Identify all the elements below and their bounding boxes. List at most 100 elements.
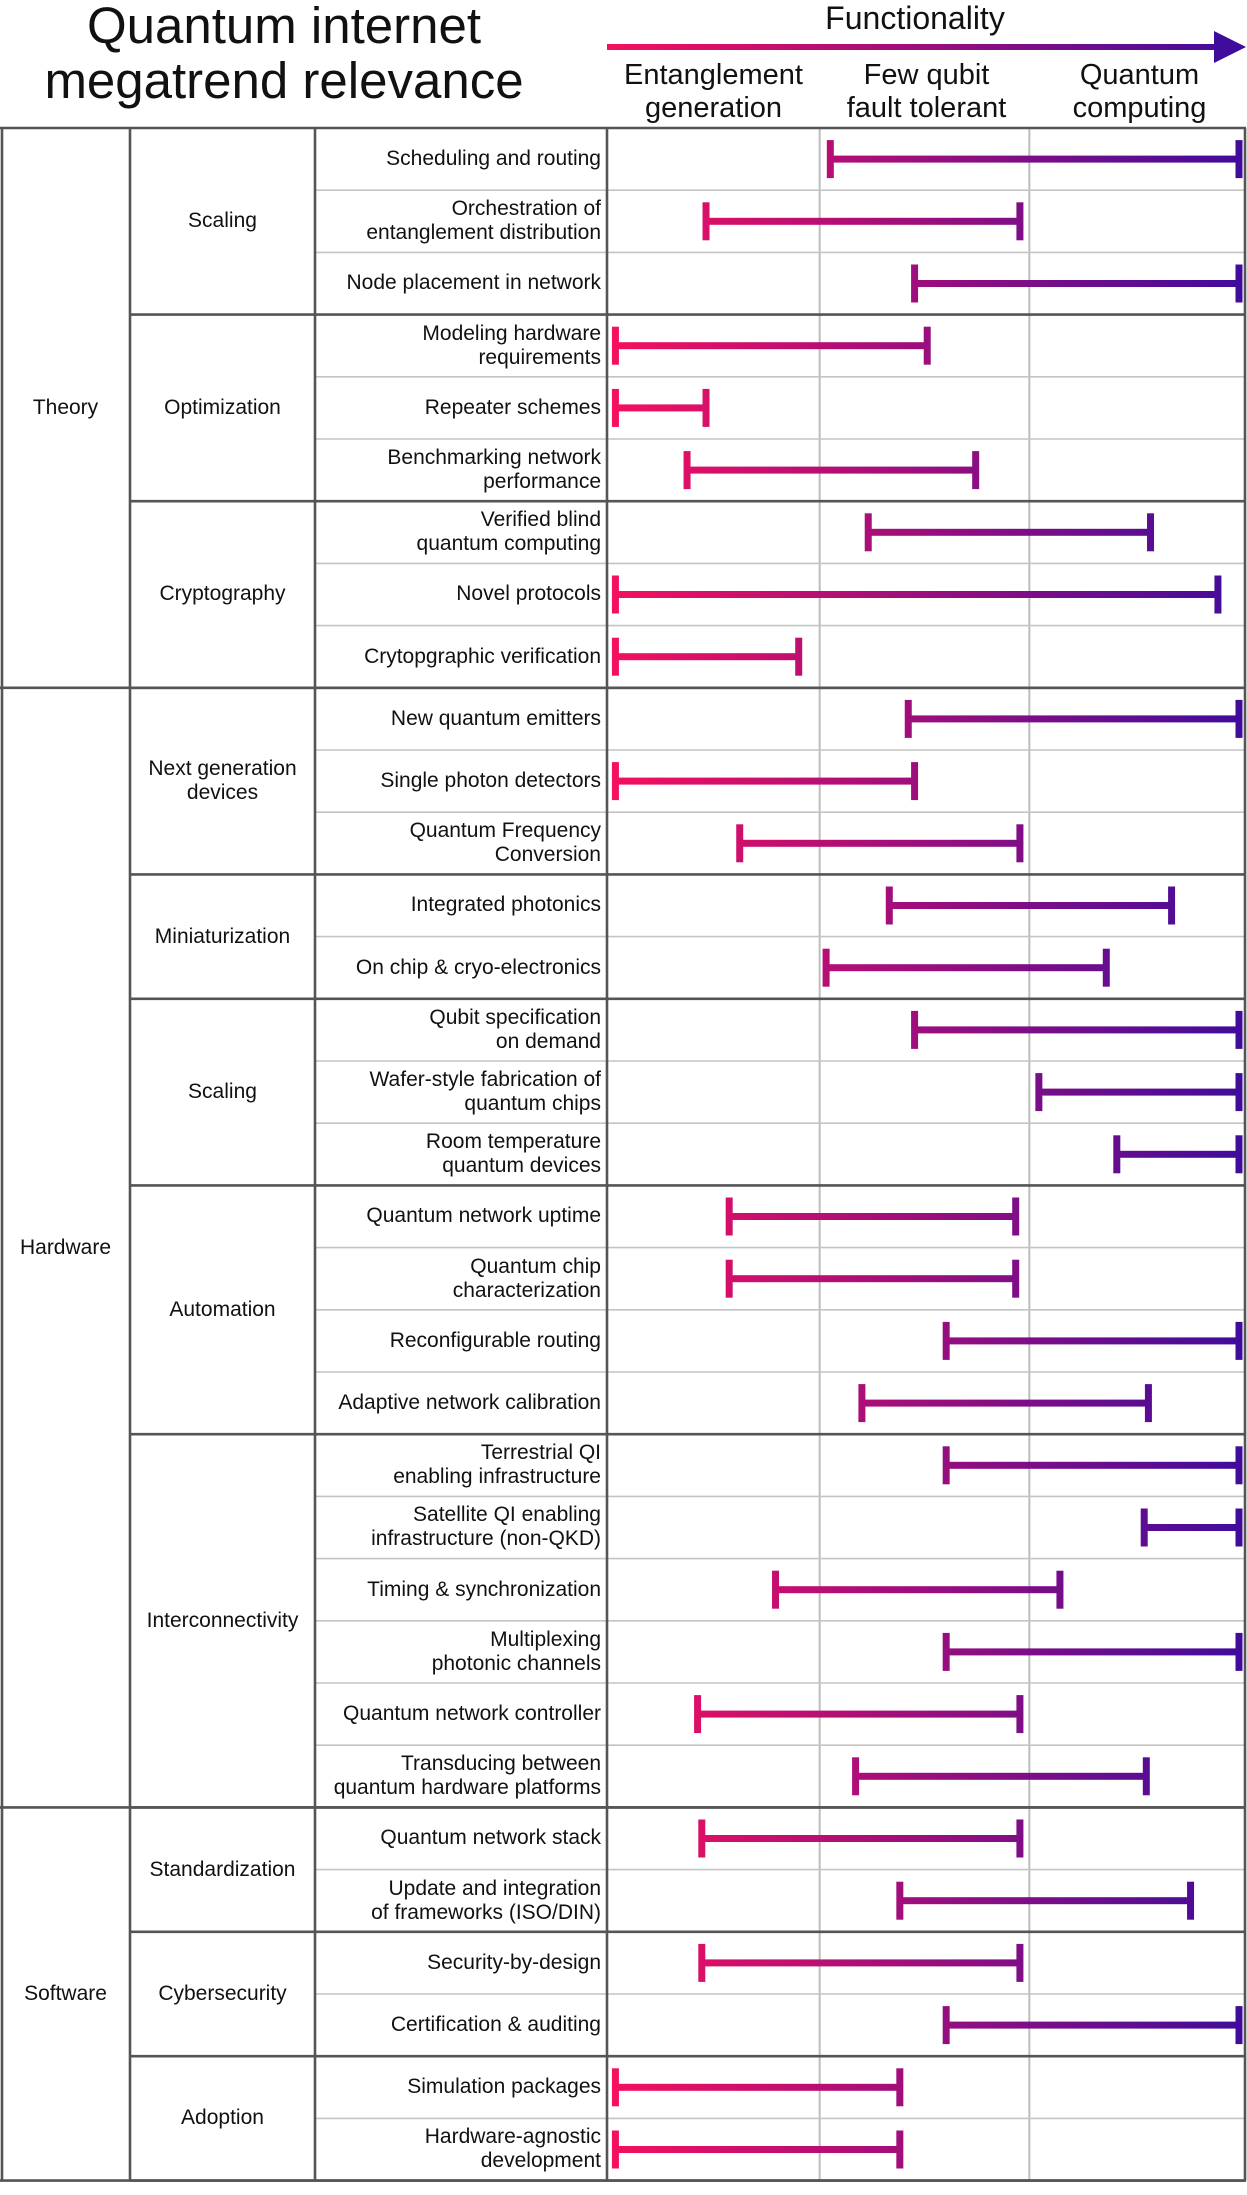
range-bar-end-cap — [1016, 824, 1024, 863]
range-bar-line — [946, 2021, 1239, 2029]
range-bar-end-cap — [896, 2068, 904, 2107]
item-label: Room temperature quantum devices — [321, 1123, 601, 1185]
item-label: Terrestrial QI enabling infrastructure — [321, 1434, 601, 1496]
range-bar — [1035, 1073, 1243, 1112]
range-bar-line — [855, 1772, 1147, 1780]
border-layer — [0, 126, 1247, 2182]
range-bar-end-cap — [1214, 575, 1222, 614]
item-label: Certification & auditing — [321, 1994, 601, 2056]
range-bar-start-cap — [611, 388, 619, 427]
range-bar-start-cap — [736, 824, 744, 863]
range-bar-start-cap — [858, 1384, 866, 1423]
item-label: Novel protocols — [321, 563, 601, 625]
item-label: Verified blind quantum computing — [321, 501, 601, 563]
range-bar-line — [701, 1959, 1020, 1967]
range-bar-start-cap — [826, 140, 834, 179]
range-bar-end-cap — [1012, 1197, 1020, 1236]
range-bar-start-cap — [942, 1632, 950, 1671]
column-header-text: Quantum computing — [1072, 58, 1207, 124]
item-label: Qubit specification on demand — [321, 999, 601, 1061]
range-bar — [904, 699, 1243, 738]
item-label: Single photon detectors — [321, 750, 601, 812]
range-bar-end-cap — [896, 2130, 904, 2169]
item-label-text: Update and integration of frameworks (IS… — [371, 1876, 601, 1924]
subcategory-label: Standardization — [134, 1807, 311, 1931]
item-label-text: Wafer-style fabrication of quantum chips — [369, 1067, 601, 1116]
item-label-text: Integrated photonics — [410, 893, 601, 917]
range-bar — [864, 513, 1155, 552]
item-label-text: Timing & synchronization — [367, 1577, 601, 1601]
item-label-text: Modeling hardware requirements — [422, 321, 601, 369]
range-bar-end-cap — [1016, 1695, 1024, 1734]
functionality-arrow — [607, 31, 1246, 63]
item-label: Reconfigurable routing — [321, 1310, 601, 1372]
range-bar-line — [615, 2146, 900, 2153]
item-label-text: Reconfigurable routing — [389, 1328, 601, 1352]
item-label: Quantum chip characterization — [321, 1248, 601, 1310]
range-bar — [942, 2006, 1243, 2045]
range-bar-start-cap — [725, 1259, 733, 1298]
subcategory-label: Cybersecurity — [134, 1932, 311, 2056]
chart-title-text: Quantum internet megatrend relevance — [44, 0, 524, 109]
item-label: Integrated photonics — [321, 874, 601, 936]
item-label: Transducing between quantum hardware pla… — [321, 1745, 601, 1807]
range-bar-line — [706, 217, 1020, 225]
range-bar-line — [615, 404, 707, 412]
item-label-text: Hardware-agnostic development — [424, 2125, 601, 2173]
subcategory-label-text: Scaling — [188, 1080, 257, 1104]
range-bar-line — [1038, 1088, 1239, 1096]
item-label: On chip & cryo-electronics — [321, 937, 601, 999]
range-bar-end-cap — [1235, 699, 1243, 738]
item-label: Crytopgraphic verification — [321, 626, 601, 688]
item-label: Update and integration of frameworks (IS… — [321, 1870, 601, 1932]
range-bar-start-cap — [611, 2130, 619, 2169]
range-bar — [942, 1632, 1243, 1671]
range-bar-line — [615, 591, 1218, 598]
item-label-text: Repeater schemes — [424, 395, 601, 419]
item-label: Orchestration of entanglement distributi… — [321, 190, 601, 252]
item-label-text: Adaptive network calibration — [338, 1391, 601, 1415]
range-bar-line — [615, 342, 928, 350]
range-bar-line — [908, 715, 1239, 723]
item-label-text: Crytopgraphic verification — [364, 644, 601, 668]
range-bar — [611, 2130, 904, 2169]
range-bar — [896, 1881, 1195, 1920]
range-bar-end-cap — [923, 326, 931, 365]
range-bar-start-cap — [822, 948, 830, 987]
item-label: Quantum Frequency Conversion — [321, 812, 601, 874]
range-bar-start-cap — [702, 202, 710, 241]
range-bar — [942, 1446, 1243, 1485]
range-bar — [611, 762, 919, 801]
category-label-text: Hardware — [19, 1235, 112, 1259]
range-bar-line — [914, 1026, 1239, 1034]
item-label: Wafer-style fabrication of quantum chips — [321, 1061, 601, 1123]
range-bar-line — [729, 1213, 1016, 1220]
item-label-text: Simulation packages — [407, 2075, 601, 2099]
range-bar-start-cap — [1035, 1073, 1043, 1112]
subcategory-label-text: Interconnectivity — [146, 1608, 299, 1632]
item-label-text: Quantum network controller — [343, 1702, 601, 1726]
range-bar — [698, 1943, 1024, 1982]
range-bar — [1113, 1135, 1243, 1174]
item-label: Benchmarking network performance — [321, 439, 601, 501]
subcategory-label-text: Optimization — [164, 395, 281, 419]
column-header-text: Entanglement generation — [624, 58, 803, 124]
item-label-text: Quantum network uptime — [366, 1204, 601, 1228]
subcategory-label-text: Next generation devices — [148, 756, 297, 805]
range-bar-line — [889, 902, 1172, 909]
item-label-text: New quantum emitters — [390, 706, 601, 730]
subcategory-label-text: Cryptography — [159, 582, 286, 606]
range-bar — [683, 451, 980, 490]
range-bar — [725, 1197, 1020, 1236]
range-bar-end-cap — [1187, 1881, 1195, 1920]
range-bar-end-cap — [1012, 1259, 1020, 1298]
range-bar-end-cap — [972, 451, 980, 490]
range-bar-start-cap — [611, 2068, 619, 2107]
range-bar — [694, 1695, 1024, 1734]
item-label: Repeater schemes — [321, 377, 601, 439]
range-bar — [858, 1384, 1152, 1423]
range-bar-line — [899, 1897, 1191, 1905]
range-bar-line — [701, 1835, 1020, 1842]
range-bar-end-cap — [1056, 1570, 1064, 1609]
